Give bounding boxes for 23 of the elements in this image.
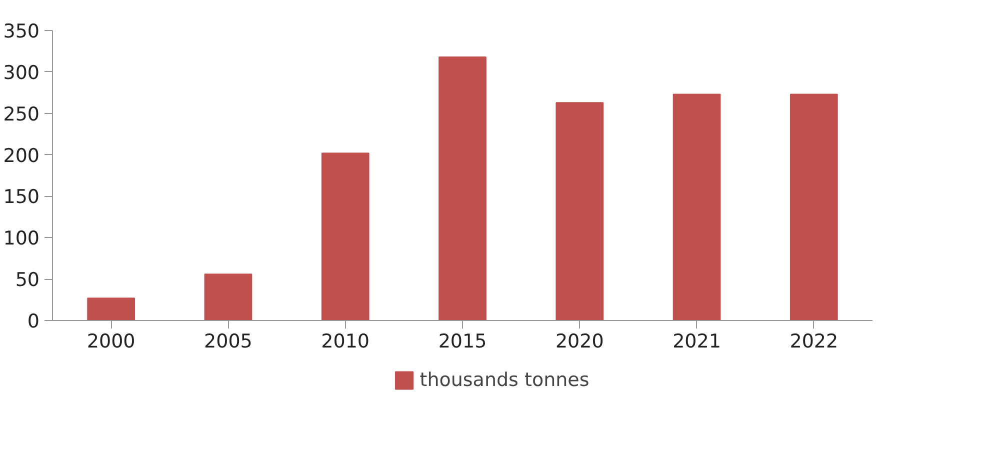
x-tick-label: 2021 <box>672 330 721 352</box>
x-tick-label: 2020 <box>555 330 604 352</box>
bar <box>87 298 135 320</box>
x-tick-label: 2005 <box>204 330 252 352</box>
bar <box>204 274 252 320</box>
bar <box>438 56 486 320</box>
y-tick-label: 350 <box>3 20 40 42</box>
bar <box>790 94 838 320</box>
y-tick-label: 150 <box>3 186 40 208</box>
y-tick-label: 50 <box>15 269 40 292</box>
bar <box>556 102 604 320</box>
legend-label: thousands tonnes <box>420 369 590 391</box>
y-tick-label: 300 <box>3 62 40 84</box>
x-tick-label: 2022 <box>790 330 838 352</box>
x-tick-label: 2015 <box>438 330 487 352</box>
y-tick-label: 100 <box>3 228 40 250</box>
bar <box>321 152 370 320</box>
bar <box>672 94 721 320</box>
y-tick-label: 0 <box>27 310 40 332</box>
x-tick-label: 2010 <box>321 330 370 352</box>
y-tick-label: 200 <box>3 144 40 167</box>
y-tick-label: 250 <box>3 103 40 126</box>
x-tick-label: 2000 <box>86 330 136 352</box>
